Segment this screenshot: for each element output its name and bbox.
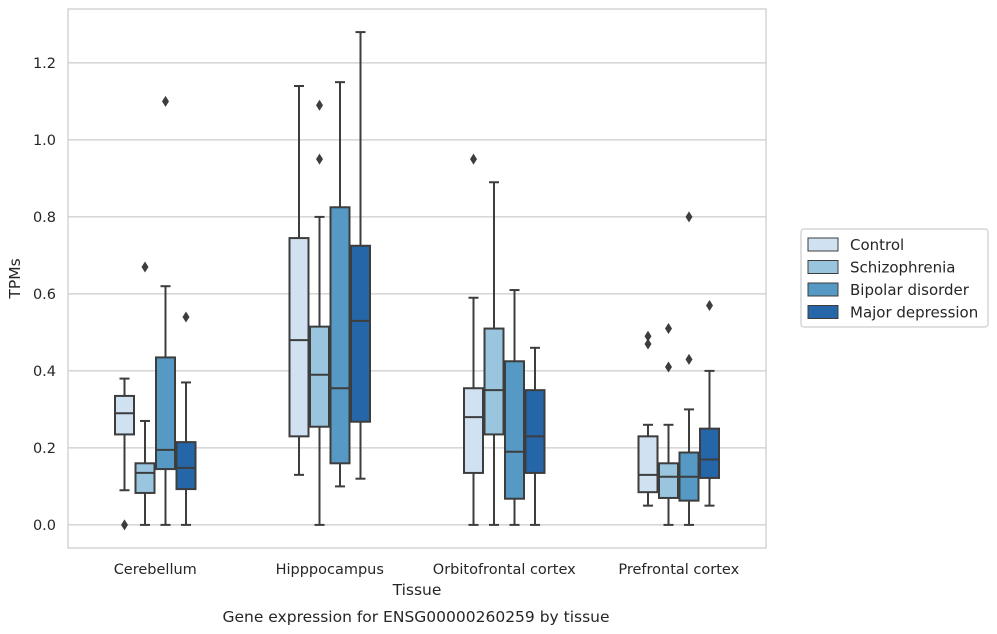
outlier-point — [316, 99, 323, 111]
x-tick-label: Prefrontal cortex — [618, 562, 739, 578]
x-tick-label: Hipppocampus — [276, 562, 384, 578]
box-group — [483, 181, 505, 526]
box — [329, 206, 351, 465]
box — [288, 237, 310, 438]
outlier-point — [706, 299, 713, 311]
box — [483, 327, 505, 436]
y-tick-labels: 0.0 0.2 0.4 0.6 0.8 1.0 1.2 — [33, 56, 56, 534]
legend-swatch — [807, 282, 839, 297]
y-axis-label: TPMs — [6, 258, 24, 299]
box-group — [350, 31, 371, 480]
box — [175, 441, 197, 491]
legend-swatch — [807, 260, 839, 274]
y-tick-label: 1.2 — [33, 56, 56, 72]
outlier-point — [644, 330, 652, 342]
y-tick-label: 0.0 — [33, 518, 56, 534]
outlier-point — [665, 323, 672, 335]
y-tick-label: 0.6 — [33, 287, 56, 303]
legend: Control Schizophrenia Bipolar disorder Majo… — [800, 228, 989, 328]
legend-label: Control — [850, 236, 904, 254]
legend-label: Bipolar disorder — [850, 281, 970, 299]
box — [699, 427, 720, 479]
x-tick-labels: Cerebellum Hipppocampus Orbitofrontal cort… — [114, 562, 740, 578]
outlier-point — [685, 211, 693, 223]
x-tick-label: Cerebellum — [114, 562, 197, 578]
x-axis-label: Tissue — [392, 581, 442, 599]
box-group — [329, 81, 351, 488]
outlier-point — [685, 353, 693, 365]
y-tick-label: 0.8 — [33, 210, 56, 226]
box-group — [309, 99, 330, 526]
box-group — [114, 377, 135, 531]
legend-swatch — [807, 237, 839, 252]
box-group — [658, 323, 679, 526]
legend-label: Schizophrenia — [850, 259, 955, 277]
y-tick-label: 0.4 — [33, 364, 56, 380]
box-group — [175, 311, 197, 526]
box-group — [637, 330, 659, 507]
outlier-point — [141, 261, 149, 273]
box — [463, 387, 484, 474]
box — [134, 462, 156, 494]
boxes — [114, 31, 720, 531]
outlier-point — [182, 311, 190, 323]
outlier-point — [470, 153, 477, 165]
plot-frame — [67, 8, 767, 549]
box — [524, 389, 546, 474]
box-group — [504, 289, 525, 526]
outlier-point — [644, 338, 652, 350]
y-tick-label: 1.0 — [33, 133, 56, 149]
box — [114, 394, 135, 436]
box-group — [463, 153, 484, 526]
y-tick-label: 0.2 — [33, 441, 56, 457]
outlier-point — [162, 95, 169, 107]
box-group — [524, 346, 546, 526]
box-group — [288, 85, 310, 476]
box-group — [155, 95, 176, 526]
box-group — [699, 299, 720, 507]
box-group — [678, 211, 700, 526]
chart-caption: Gene expression for ENSG00000260259 by t… — [222, 608, 609, 626]
outlier-point — [121, 519, 128, 531]
box — [504, 360, 525, 500]
legend-label: Major depression — [850, 304, 978, 322]
legend-swatch — [807, 305, 839, 319]
outlier-point — [665, 361, 672, 373]
box — [658, 462, 679, 499]
box — [155, 356, 176, 471]
box — [637, 435, 659, 494]
box — [350, 244, 371, 423]
box — [309, 325, 330, 428]
outlier-point — [316, 153, 323, 165]
x-tick-label: Orbitofrontal cortex — [433, 562, 576, 578]
box-group — [134, 261, 156, 526]
legend-frame — [800, 228, 989, 328]
